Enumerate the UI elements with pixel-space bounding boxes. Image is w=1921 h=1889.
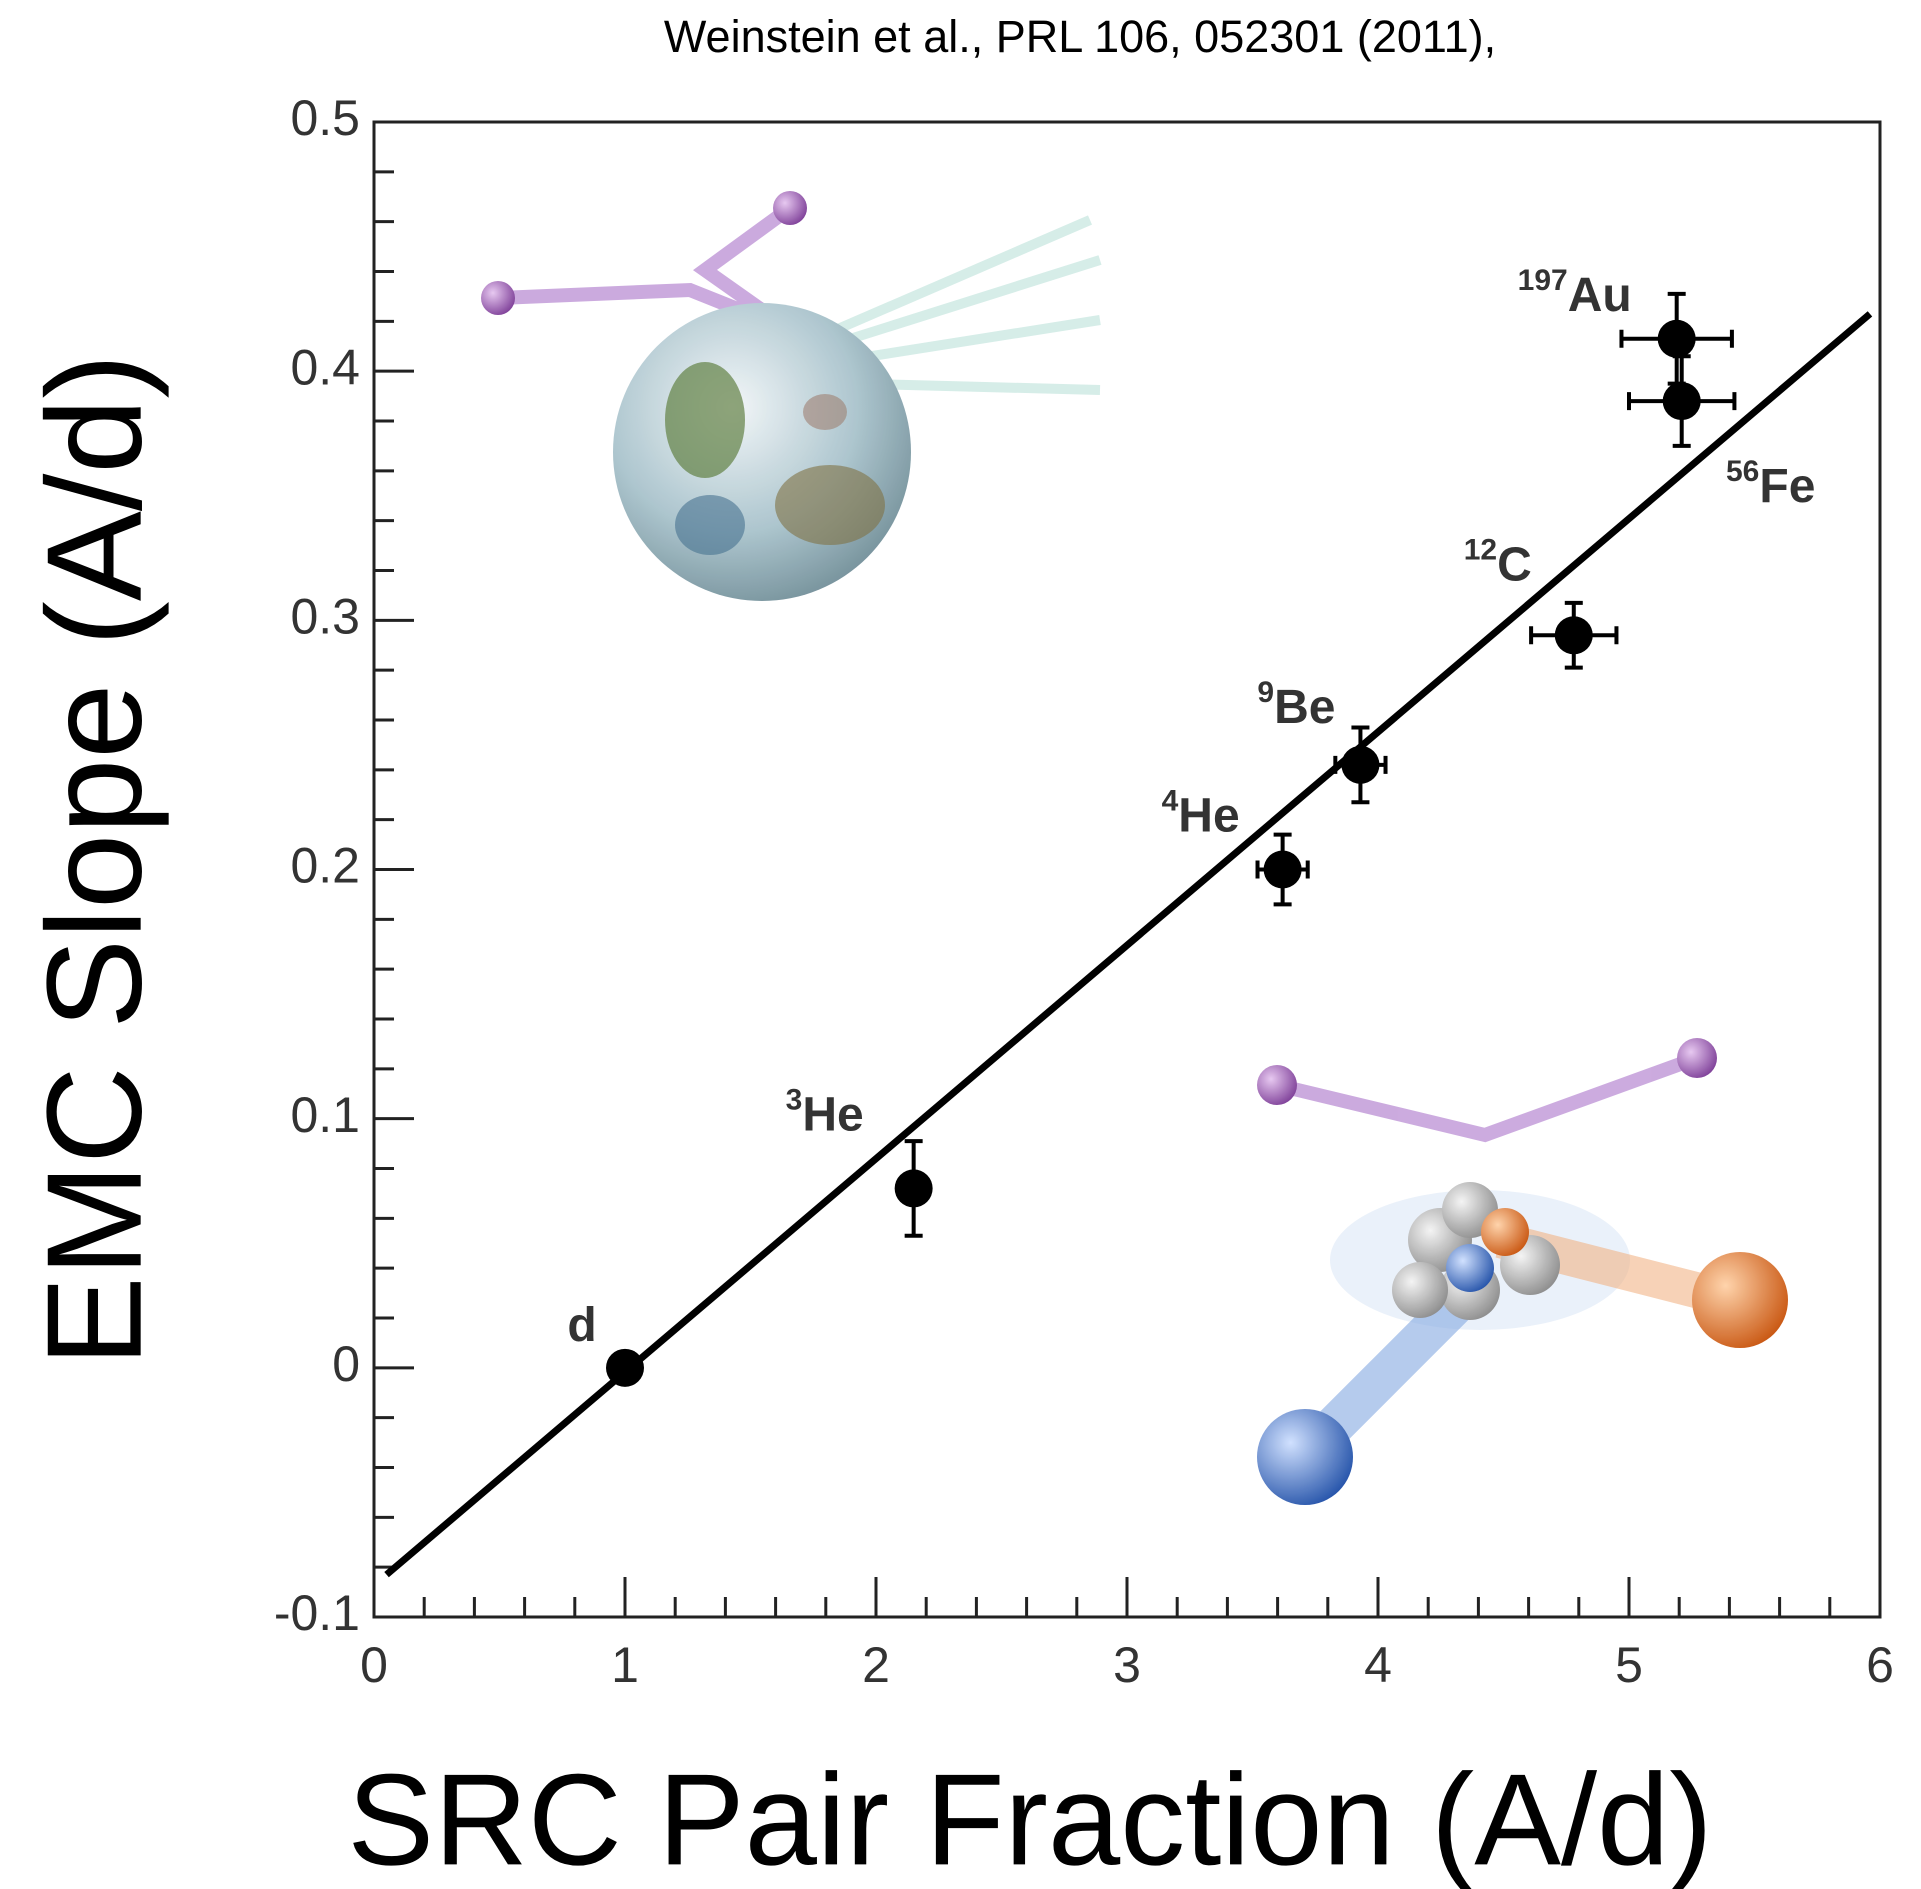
point-label: 9Be — [1257, 676, 1335, 734]
point-label-mass: 9 — [1257, 676, 1274, 709]
point-label: 197Au — [1518, 264, 1632, 322]
marker — [894, 1169, 933, 1208]
x-tick-label: 6 — [1866, 1637, 1894, 1693]
data-point — [894, 1139, 933, 1238]
y-tick-label: 0.3 — [290, 589, 360, 645]
marker — [1341, 745, 1380, 784]
illustration-pair — [1257, 1038, 1788, 1505]
point-label-mass: 3 — [786, 1083, 803, 1116]
point-label: 3He — [786, 1083, 864, 1141]
marker — [1657, 319, 1696, 358]
point-label-mass: 197 — [1518, 264, 1568, 297]
data-point — [1619, 291, 1734, 386]
marker — [1554, 616, 1593, 655]
data-point — [1333, 725, 1388, 805]
point-label-symbol: Be — [1274, 681, 1335, 734]
y-tick-label: 0.5 — [290, 90, 360, 146]
point-label-mass: 4 — [1162, 784, 1179, 817]
point-label-symbol: Au — [1568, 268, 1632, 321]
x-axis-title: SRC Pair Fraction (A/d) — [347, 1746, 1712, 1889]
point-label-symbol: He — [802, 1088, 863, 1141]
data-point — [606, 1348, 644, 1387]
point-label-mass: 12 — [1464, 533, 1497, 566]
point-label: d — [567, 1299, 596, 1352]
point-label: 4He — [1162, 784, 1240, 842]
marker — [606, 1348, 644, 1387]
x-tick-label: 4 — [1364, 1637, 1392, 1693]
data-point — [1529, 600, 1619, 670]
data-point — [1627, 354, 1737, 448]
x-tick-label: 1 — [611, 1637, 639, 1693]
y-tick-label: 0.2 — [290, 838, 360, 894]
y-axis-title: EMC Slope (A/d) — [19, 354, 170, 1367]
y-tick-label: 0 — [332, 1336, 360, 1392]
y-tick-label: 0.1 — [290, 1087, 360, 1143]
marker — [1662, 382, 1701, 421]
data-point — [1255, 832, 1310, 907]
point-label: 56Fe — [1726, 455, 1815, 513]
y-tick-label: -0.1 — [274, 1585, 360, 1641]
fit-line — [384, 311, 1873, 1578]
point-label-symbol: He — [1178, 789, 1239, 842]
x-tick-label: 3 — [1113, 1637, 1141, 1693]
point-label-symbol: Fe — [1759, 460, 1815, 513]
x-tick-label: 0 — [360, 1637, 388, 1693]
marker — [1263, 850, 1302, 889]
chart-title: Weinstein et al., PRL 106, 052301 (2011)… — [664, 11, 1496, 62]
point-label: 12C — [1464, 533, 1532, 591]
point-label-symbol: d — [567, 1299, 596, 1352]
x-tick-label: 2 — [862, 1637, 890, 1693]
x-tick-label: 5 — [1615, 1637, 1643, 1693]
illustration-nucleus — [481, 191, 1102, 601]
y-tick-label: 0.4 — [290, 339, 360, 395]
point-label-symbol: C — [1497, 538, 1532, 591]
point-label-mass: 56 — [1726, 455, 1759, 488]
